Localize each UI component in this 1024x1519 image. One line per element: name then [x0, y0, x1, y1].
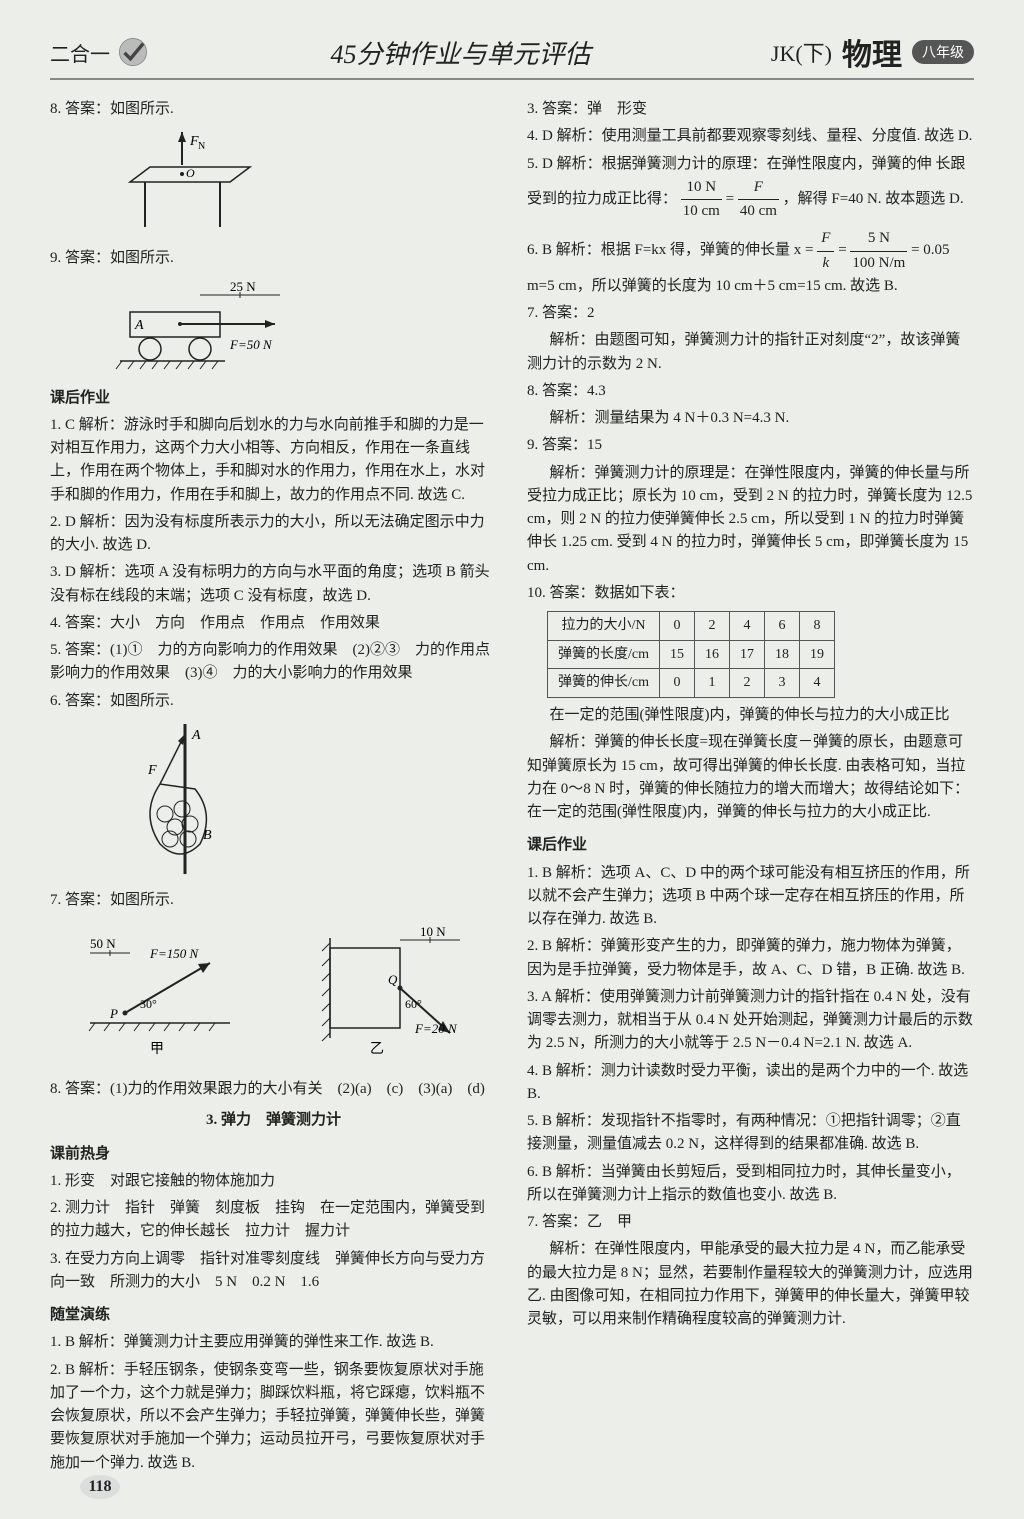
figure-7: 50 N F=150 N P 30° 甲 10 N: [70, 918, 497, 1068]
r9: 9. 答案：15: [527, 434, 974, 457]
figure-9: 25 N A F=50 N: [110, 277, 497, 377]
fig6-a: A: [191, 728, 201, 743]
k7: 7. 答案：乙 甲: [527, 1211, 974, 1234]
grade-badge: 八年级: [912, 40, 974, 64]
right-column: 3. 答案：弹 形变 4. D 解析：使用测量工具前都要观察零刻线、量程、分度值…: [527, 94, 974, 1479]
fig7-50n: 50 N: [90, 936, 116, 951]
q8: 8. 答案：如图所示.: [50, 98, 497, 121]
r5-frac1: 10 N 10 cm: [681, 176, 722, 224]
q9: 9. 答案：如图所示.: [50, 247, 497, 270]
kh7: 7. 答案：如图所示.: [50, 889, 497, 912]
k7b: 解析：在弹性限度内，甲能承受的最大拉力是 4 N，而乙能承受的最大拉力是 8 N…: [527, 1238, 974, 1331]
left-column: 8. 答案：如图所示. F N O 9. 答案：如图所示. 25 N: [50, 94, 497, 1479]
fig9-a: A: [134, 318, 144, 333]
fig8-o: O: [186, 166, 195, 180]
fig7-f150: F=150 N: [149, 946, 199, 961]
fig7-10n: 10 N: [420, 924, 446, 939]
table-row: 弹簧的伸长/cm 0 1 2 3 4: [548, 669, 835, 698]
table-row: 弹簧的长度/cm 15 16 17 18 19: [548, 640, 835, 669]
r5: 5. D 解析：根据弹簧测力计的原理：在弹性限度内，弹簧的伸 长跟受到的拉力成正…: [527, 153, 974, 224]
kh4: 4. 答案：大小 方向 作用点 作用点 作用效果: [50, 612, 497, 635]
k6: 6. B 解析：当弹簧由长剪短后，受到相同拉力时，其伸长量变小，所以在弹簧测力计…: [527, 1161, 974, 1208]
header-right: JK(下) 物理 八年级: [771, 30, 974, 74]
header-center: 45分钟作业与单元评估: [330, 34, 590, 71]
r10: 10. 答案：数据如下表：: [527, 582, 974, 605]
r5-frac2: F 40 cm: [738, 176, 779, 224]
r5c: ，解得 F=40 N. 故本题选 D.: [783, 191, 964, 207]
r3: 3. 答案：弹 形变: [527, 98, 974, 121]
st2: 2. B 解析：手轻压钢条，使钢条变弯一些，钢条要恢复原状对手施加了一个力，这个…: [50, 1359, 497, 1475]
r10c: 解析：弹簧的伸长长度=现在弹簧长度－弹簧的原长，由题意可知弹簧原长为 15 cm…: [527, 731, 974, 824]
check-icon: [116, 35, 150, 69]
kh5: 5. 答案：(1)① 力的方向影响力的作用效果 (2)②③ 力的作用点影响力的作…: [50, 639, 497, 686]
table-row: 拉力的大小/N 0 2 4 6 8: [548, 612, 835, 641]
r8b: 解析：测量结果为 4 N＋0.3 N=4.3 N.: [527, 407, 974, 430]
r9b: 解析：弹簧测力计的原理是：在弹性限度内，弹簧的伸长量与所受拉力成正比；原长为 1…: [527, 462, 974, 578]
r6: 6. B 解析：根据 F=kx 得，弹簧的伸长量 x = F k = 5 N 1…: [527, 227, 974, 298]
khzy2: 课后作业: [527, 834, 974, 857]
st1: 1. B 解析：弹簧测力计主要应用弹簧的弹性来工作. 故选 B.: [50, 1331, 497, 1354]
fig7-q: Q: [388, 972, 398, 987]
k4: 4. B 解析：测力计读数时受力平衡，读出的是两个力中的一个. 故选 B.: [527, 1060, 974, 1107]
r7: 7. 答案：2: [527, 302, 974, 325]
styl: 随堂演练: [50, 1304, 497, 1327]
r5a: 5. D 解析：根据弹簧测力计的原理：在弹性限度内，弹簧的伸: [527, 156, 932, 172]
kh2: 2. D 解析：因为没有标度所表示力的大小，所以无法确定图示中力的大小. 故选 …: [50, 511, 497, 558]
fig7-p: P: [109, 1006, 118, 1021]
kh3: 3. D 解析：选项 A 没有标明力的方向与水平面的角度；选项 B 箭头没有标在…: [50, 561, 497, 608]
page-number: 118: [80, 1475, 120, 1499]
kh6: 6. 答案：如图所示.: [50, 690, 497, 713]
r6a: 6. B 解析：根据 F=kx 得，弹簧的伸长量 x =: [527, 242, 817, 258]
k3: 3. A 解析：使用弹簧测力计前弹簧测力计的指针指在 0.4 N 处，没有调零去…: [527, 986, 974, 1056]
header-code: JK(下): [771, 36, 832, 68]
fig6-f: F: [147, 763, 157, 778]
section3-title: 3. 弹力 弹簧测力计: [50, 1109, 497, 1132]
fig7-30: 30°: [140, 997, 157, 1011]
r6-frac2: 5 N 100 N/m: [850, 227, 907, 275]
r8: 8. 答案：4.3: [527, 380, 974, 403]
content-columns: 8. 答案：如图所示. F N O 9. 答案：如图所示. 25 N: [50, 94, 974, 1479]
k1: 1. B 解析：选项 A、C、D 中的两个球可能没有相互挤压的作用，所以就不会产…: [527, 862, 974, 932]
fig7-f20: F=20 N: [414, 1021, 458, 1036]
fig7-yi: 乙: [370, 1041, 384, 1057]
section-khzy: 课后作业: [50, 387, 497, 410]
kq1: 1. 形变 对跟它接触的物体施加力: [50, 1170, 497, 1193]
figure-6: A F B: [110, 719, 497, 879]
kq2: 2. 测力计 指针 弹簧 刻度板 挂钩 在一定范围内，弹簧受到的拉力越大，它的伸…: [50, 1197, 497, 1244]
r7b: 解析：由题图可知，弹簧测力计的指针正对刻度“2”，故该弹簧测力计的示数为 2 N…: [527, 329, 974, 376]
kq3: 3. 在受力方向上调零 指针对准零刻度线 弹簧伸长方向与受力方向一致 所测力的大…: [50, 1248, 497, 1295]
page-header: 二合一 45分钟作业与单元评估 JK(下) 物理 八年级: [50, 30, 974, 80]
figure-8: F N O: [110, 127, 497, 237]
k5: 5. B 解析：发现指针不指零时，有两种情况：①把指针调零；②直接测量，测量值减…: [527, 1110, 974, 1157]
spring-table: 拉力的大小/N 0 2 4 6 8 弹簧的长度/cm 15 16 17 18 1…: [547, 611, 835, 698]
kqrs: 课前热身: [50, 1143, 497, 1166]
fig6-b: B: [203, 828, 212, 843]
fig9-25n: 25 N: [230, 279, 256, 294]
svg-text:N: N: [198, 141, 205, 152]
fig9-f: F=50 N: [229, 337, 273, 352]
r6-frac1: F k: [817, 227, 834, 275]
k2: 2. B 解析：弹簧形变产生的力，即弹簧的弹力，施力物体为弹簧，因为是手拉弹簧，…: [527, 935, 974, 982]
header-subject: 物理: [842, 30, 902, 74]
kh1: 1. C 解析：游泳时手和脚向后划水的力与水向前推手和脚的力是一对相互作用力，这…: [50, 414, 497, 507]
kh8: 8. 答案：(1)力的作用效果跟力的大小有关 (2)(a) (c) (3)(a)…: [50, 1078, 497, 1101]
fig7-60: 60°: [405, 997, 422, 1011]
fig7-jia: 甲: [150, 1042, 164, 1057]
r4: 4. D 解析：使用测量工具前都要观察零刻线、量程、分度值. 故选 D.: [527, 125, 974, 148]
header-left: 二合一: [50, 35, 150, 69]
r10b: 在一定的范围(弹性限度)内，弹簧的伸长与拉力的大小成正比: [527, 704, 974, 727]
header-left-text: 二合一: [50, 38, 110, 67]
